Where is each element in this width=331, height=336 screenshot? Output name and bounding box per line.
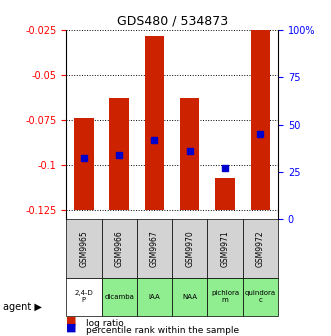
Bar bbox=[145, 36, 164, 210]
Title: GDS480 / 534873: GDS480 / 534873 bbox=[117, 15, 228, 28]
Text: pichlora
m: pichlora m bbox=[211, 291, 239, 303]
Text: GSM9966: GSM9966 bbox=[115, 230, 124, 267]
Bar bbox=[137, 219, 172, 278]
Text: 2,4-D
P: 2,4-D P bbox=[74, 291, 93, 303]
Text: GSM9967: GSM9967 bbox=[150, 230, 159, 267]
Text: IAA: IAA bbox=[149, 294, 160, 300]
Bar bbox=[172, 278, 208, 316]
Bar bbox=[243, 278, 278, 316]
Text: NAA: NAA bbox=[182, 294, 197, 300]
Text: dicamba: dicamba bbox=[104, 294, 134, 300]
Text: percentile rank within the sample: percentile rank within the sample bbox=[86, 327, 239, 335]
Bar bbox=[110, 98, 129, 210]
Text: GSM9970: GSM9970 bbox=[185, 230, 194, 267]
Text: GSM9965: GSM9965 bbox=[79, 230, 88, 267]
Bar bbox=[208, 278, 243, 316]
Bar bbox=[66, 219, 102, 278]
Bar bbox=[208, 219, 243, 278]
Text: ■: ■ bbox=[66, 323, 77, 333]
Bar bbox=[102, 278, 137, 316]
Text: log ratio: log ratio bbox=[86, 319, 124, 328]
Bar bbox=[102, 219, 137, 278]
Text: ■: ■ bbox=[66, 315, 77, 325]
Bar bbox=[251, 30, 270, 210]
Text: GSM9971: GSM9971 bbox=[220, 230, 230, 267]
Text: GSM9972: GSM9972 bbox=[256, 230, 265, 267]
Bar bbox=[66, 278, 102, 316]
Text: quindora
c: quindora c bbox=[245, 291, 276, 303]
Bar bbox=[215, 177, 235, 210]
Text: agent ▶: agent ▶ bbox=[3, 302, 42, 312]
Bar bbox=[172, 219, 208, 278]
Bar bbox=[243, 219, 278, 278]
Bar bbox=[180, 98, 200, 210]
Bar bbox=[137, 278, 172, 316]
Bar bbox=[74, 118, 94, 210]
